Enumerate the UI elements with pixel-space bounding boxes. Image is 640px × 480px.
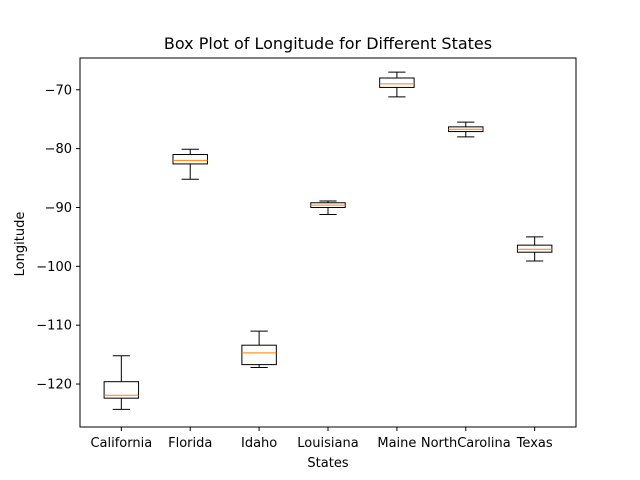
box-florida xyxy=(172,148,208,180)
y-tick-label: −90 xyxy=(45,201,72,216)
iqr-box xyxy=(516,244,553,253)
y-tick-label: −70 xyxy=(45,83,72,98)
iqr-box xyxy=(379,77,415,88)
iqr-box xyxy=(103,381,140,399)
box-texas xyxy=(516,236,553,262)
x-tick-label: Maine xyxy=(377,436,416,451)
x-tick-label: Texas xyxy=(516,436,553,451)
y-tick-label: −120 xyxy=(36,378,72,393)
x-tick-label: NorthCarolina xyxy=(421,436,511,451)
box-idaho xyxy=(241,330,277,369)
iqr-box xyxy=(241,344,277,366)
plot-area: California Florida Idaho Louisiana Maine Nort… xyxy=(36,57,577,451)
y-tick-label: −100 xyxy=(36,260,72,275)
x-tick-label: Louisiana xyxy=(297,436,358,451)
box-maine xyxy=(379,71,415,98)
box-northcarolina xyxy=(448,121,484,138)
y-tick-label: −110 xyxy=(36,319,72,334)
y-tick-label: −80 xyxy=(45,142,72,157)
x-axis-label: States xyxy=(307,456,348,471)
chart-title: Box Plot of Longitude for Different Stat… xyxy=(164,34,492,53)
x-tick-label: Idaho xyxy=(241,436,277,451)
y-axis-label: Longitude xyxy=(13,212,28,277)
box-california xyxy=(103,355,140,410)
iqr-box xyxy=(172,154,208,165)
x-tick-label: California xyxy=(90,436,152,451)
x-tick-label: Florida xyxy=(168,436,212,451)
box-louisiana xyxy=(310,200,346,216)
